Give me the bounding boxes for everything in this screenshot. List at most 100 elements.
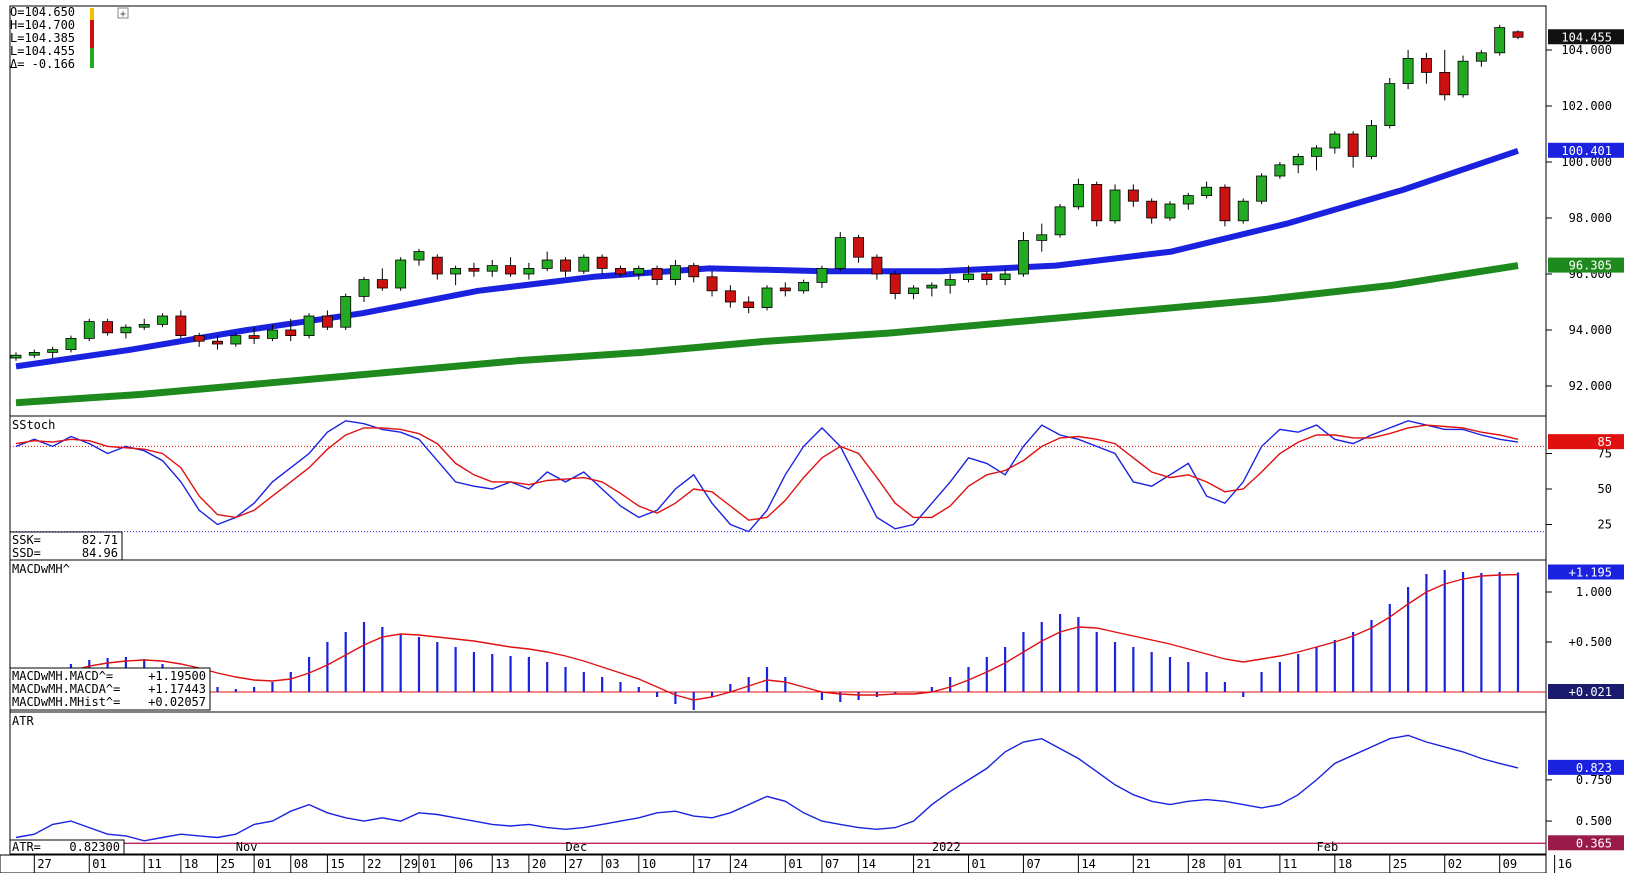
candle-body	[944, 279, 956, 286]
candle-body	[193, 335, 205, 342]
candle-body	[1439, 72, 1451, 96]
ohlc-line: Δ= -0.166	[10, 57, 75, 71]
macd-y-tick-label: +0.500	[1569, 635, 1612, 649]
day-label: 21	[1136, 857, 1150, 871]
mhist-value: +0.02057	[148, 695, 206, 709]
stoch-title: SStoch	[12, 418, 55, 432]
candle-body	[743, 301, 755, 308]
day-label: 01	[971, 857, 985, 871]
candle-body	[761, 287, 773, 309]
month-label: Feb	[1317, 840, 1339, 854]
day-label: 01	[1228, 857, 1242, 871]
atr-layer	[10, 734, 1546, 844]
atr-readout: ATR= 0.82300	[9, 839, 125, 855]
candle-body	[47, 349, 59, 353]
candle-body	[486, 265, 498, 272]
atr-panel	[9, 711, 1547, 855]
candle-body	[1237, 200, 1249, 222]
macd-value: +1.19500	[148, 669, 206, 683]
candle-body	[157, 315, 168, 325]
ohlc-line: O=104.650	[10, 5, 75, 19]
day-label: 27	[569, 857, 583, 871]
candle-body	[724, 290, 736, 303]
candle-body	[889, 273, 901, 295]
day-label: 28	[1191, 857, 1205, 871]
candle-body	[450, 267, 462, 275]
last-price-badge-bg	[1548, 29, 1624, 45]
candle-body	[1219, 186, 1231, 222]
candle-body	[1457, 60, 1469, 96]
day-label: 01	[422, 857, 436, 871]
stoch-y-tick-label: 75	[1598, 447, 1612, 461]
day-label: 13	[495, 857, 509, 871]
macd-readout: MACDwMH.MACD^= +1.19500 MACDwMH.MACDA^= …	[9, 667, 211, 711]
atr-key: ATR=	[12, 840, 41, 854]
month-label: Nov	[236, 840, 258, 854]
candle-body	[1054, 206, 1066, 236]
candle-body	[523, 267, 535, 275]
ohlc-mini-bar-bottom	[90, 48, 94, 68]
candle-body	[175, 315, 187, 337]
fast-ma-badge: 100.401	[1561, 144, 1612, 158]
stoch-badge-bg	[1548, 434, 1624, 450]
day-label: 07	[1026, 857, 1040, 871]
candle-body	[431, 256, 443, 275]
candle-body	[1164, 203, 1176, 219]
day-label: 11	[1283, 857, 1297, 871]
atr-min-badge-bg	[1548, 835, 1624, 851]
atr-badge: 0.823	[1576, 761, 1612, 775]
candle-body	[285, 329, 297, 336]
candle-body	[395, 259, 407, 289]
candle-body	[376, 279, 388, 289]
candle-body	[853, 237, 865, 258]
price-y-tick-label: 100.000	[1561, 155, 1612, 169]
macda-value: +1.17443	[148, 682, 206, 696]
stoch-y-tick-label: 25	[1598, 518, 1612, 532]
candle-body	[230, 335, 242, 345]
candle-body	[1018, 239, 1029, 275]
candle-body	[138, 323, 150, 328]
atr-badge-bg	[1548, 759, 1624, 775]
slow-ma-badge: 96.305	[1569, 259, 1612, 273]
macd-zero-badge-bg	[1548, 684, 1624, 699]
month-label: 2022	[932, 840, 961, 854]
price-y-tick-label: 102.000	[1561, 99, 1612, 113]
date-axis-strip	[0, 854, 1547, 873]
candle-body	[1256, 175, 1267, 202]
expand-button[interactable]	[117, 7, 129, 19]
candle-body	[1274, 164, 1286, 177]
day-label: 01	[257, 857, 271, 871]
candle-body	[212, 340, 223, 345]
candle-body	[669, 265, 681, 281]
ohlc-readout: O=104.650 H=104.700 L=104.385 L=104.455 …	[10, 5, 129, 71]
atr-min-badge: 0.365	[1576, 836, 1612, 850]
macd-title: MACDwMH^	[12, 562, 70, 576]
stoch-k-line	[15, 420, 1519, 533]
candle-body	[413, 251, 425, 261]
macd-badge: +1.195	[1569, 566, 1612, 580]
day-label: 02	[1448, 857, 1462, 871]
day-label: 25	[1393, 857, 1407, 871]
stoch-layer	[10, 420, 1546, 533]
candle-body	[615, 267, 626, 275]
candle-body	[1201, 186, 1213, 196]
candle-body	[321, 315, 333, 328]
macd-key: MACDwMH.MACD^=	[12, 669, 113, 683]
day-label: 09	[1503, 857, 1517, 871]
month-label: Dec	[566, 840, 588, 854]
ohlc-mini-bar	[90, 8, 94, 68]
day-label: 10	[642, 857, 656, 871]
price-panel	[9, 5, 1547, 417]
candle-body	[963, 273, 974, 280]
ohlc-mini-bar-top	[90, 8, 94, 20]
day-label: 21	[917, 857, 931, 871]
candle-body	[1347, 133, 1359, 157]
stoch-badge: 85	[1598, 435, 1612, 449]
day-label: 11	[147, 857, 161, 871]
atr-value: 0.82300	[69, 840, 120, 854]
macda-key: MACDwMH.MACDA^=	[12, 682, 120, 696]
macd-badge-bg	[1548, 564, 1624, 580]
atr-title: ATR	[12, 714, 34, 728]
day-label: 29	[404, 857, 418, 871]
candle-body	[468, 267, 480, 272]
